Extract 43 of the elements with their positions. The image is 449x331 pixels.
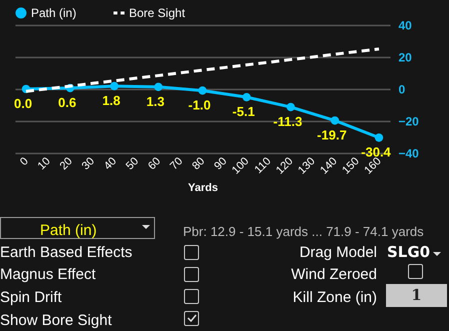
- data-label: 0.6: [58, 95, 76, 110]
- text: Show Bore Sight: [0, 312, 112, 330]
- y-tick-label: 0: [398, 82, 406, 96]
- x-tick-label: 90: [212, 155, 230, 172]
- y-tick-label: −20: [398, 114, 420, 128]
- data-label: 1.3: [146, 94, 164, 109]
- data-label: 1.8: [102, 93, 120, 108]
- x-tick-label: 20: [58, 155, 75, 172]
- x-tick-label: 100: [230, 155, 252, 177]
- legend-label: Bore Sight: [129, 6, 186, 20]
- y-tick-label: 40: [398, 18, 412, 32]
- x-tick-label: 140: [318, 155, 340, 177]
- x-tick-label: 80: [190, 155, 208, 172]
- x-tick-label: 30: [80, 155, 97, 172]
- data-label: -19.7: [317, 128, 347, 143]
- x-tick-label: 50: [124, 155, 142, 172]
- x-tick-label: 150: [340, 155, 362, 177]
- x-tick-label: 130: [296, 155, 318, 177]
- text: SLG0: [387, 243, 430, 261]
- x-tick-label: 0: [18, 155, 31, 168]
- x-tick-label: 120: [274, 155, 296, 177]
- text: Earth Based Effects: [0, 244, 132, 262]
- text: Spin Drift: [0, 289, 62, 307]
- text: Pbr: 12.9 - 15.1 yards ... 71.9 - 74.1 yards: [183, 223, 424, 241]
- text: 1: [386, 284, 447, 307]
- y-tick-label: −40: [398, 146, 420, 160]
- data-label: 0.0: [14, 96, 32, 111]
- x-tick-label: 10: [36, 155, 53, 172]
- text: Wind Zeroed: [291, 266, 377, 284]
- legend-label: Path (in): [31, 6, 76, 20]
- y-tick-label: 20: [398, 50, 412, 64]
- data-label: -5.1: [232, 104, 255, 120]
- text: Drag Model: [299, 244, 377, 262]
- text: Magnus Effect: [0, 266, 96, 284]
- x-axis-title: Yards: [188, 182, 218, 194]
- data-label: -1.0: [188, 98, 211, 113]
- x-tick-label: 40: [102, 155, 120, 172]
- text: Path (in): [40, 222, 97, 240]
- data-label: -11.3: [273, 114, 302, 130]
- text: Kill Zone (in): [292, 289, 377, 307]
- x-tick-label: 110: [252, 155, 274, 176]
- x-tick-label: 60: [146, 155, 164, 172]
- x-tick-label: 70: [168, 155, 186, 172]
